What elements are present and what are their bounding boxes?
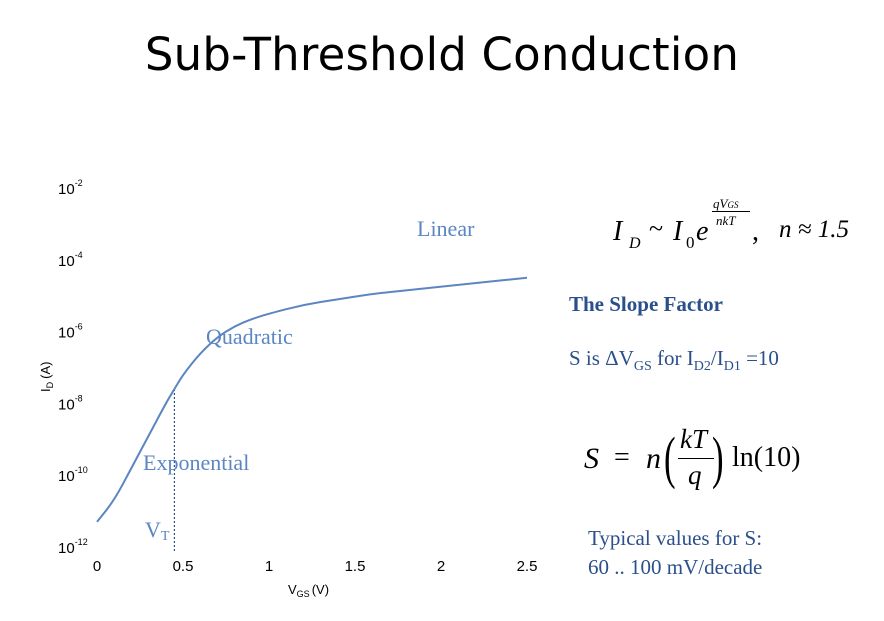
x-tick-label: 1	[265, 558, 273, 575]
y-tick-label: 10-8	[58, 393, 83, 413]
id-vgs-curve	[96, 276, 528, 523]
x-tick-label: 1.5	[345, 558, 366, 575]
exp-numerator: qVGS	[713, 196, 739, 211]
x-tick-label: 0.5	[173, 558, 194, 575]
drain-current-equation: I D ~ I 0 e qVGS nkT , n ≈ 1.5	[613, 196, 849, 252]
y-tick-label: 10-2	[58, 178, 83, 198]
right-paren: )	[712, 425, 724, 490]
exp-fraction-bar	[712, 211, 750, 212]
x-axis-label: VGS (V)	[288, 582, 329, 599]
slope-factor-definition: S is ΔVGS for ID2/ID1 =10	[569, 346, 779, 375]
typical-values-line2: 60 .. 100 mV/decade	[588, 555, 763, 579]
slope-factor-title: The Slope Factor	[569, 292, 723, 316]
region-label-linear: Linear	[417, 216, 475, 241]
x-tick-label: 2	[437, 558, 445, 575]
y-axis-label: ID(A)	[38, 362, 55, 392]
slope-factor-equation: S = n ( kT q ) ln(10)	[584, 424, 801, 490]
region-label-quadratic: Quadratic	[206, 324, 293, 349]
left-paren: (	[664, 425, 676, 490]
x-tick-label: 0	[93, 558, 101, 575]
y-tick-label: 10-12	[58, 537, 88, 557]
x-tick-label: 2.5	[517, 558, 538, 575]
region-label-exponential: Exponential	[143, 450, 249, 475]
y-tick-label: 10-4	[58, 250, 83, 270]
y-tick-label: 10-6	[58, 322, 83, 342]
y-tick-label: 10-10	[58, 465, 88, 485]
typical-values-line1: Typical values for S:	[588, 526, 763, 550]
typical-values-text: Typical values for S: 60 .. 100 mV/decad…	[588, 524, 762, 582]
y-axis-ticks: 10-2 10-4 10-6 10-8 10-10 10-12	[58, 178, 88, 557]
x-axis-ticks: 0 0.5 1 1.5 2 2.5	[93, 558, 538, 575]
slide-title: Sub-Threshold Conduction	[144, 28, 740, 81]
vt-label: VT	[145, 517, 170, 544]
slope-fraction-bar	[678, 458, 714, 459]
